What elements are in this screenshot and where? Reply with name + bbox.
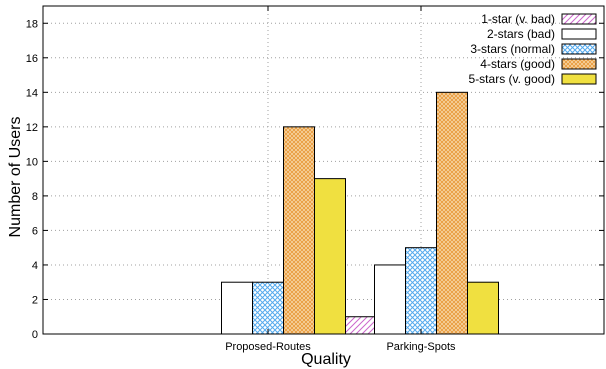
x-tick-label: Proposed-Routes: [225, 341, 311, 353]
legend-swatch: [561, 13, 597, 25]
bar: [343, 316, 375, 335]
bar: [467, 281, 499, 335]
bar: [374, 264, 406, 335]
legend-label: 2-stars (bad): [487, 27, 555, 41]
legend-swatch: [561, 58, 597, 70]
y-tick-label: 2: [32, 294, 38, 306]
bar: [283, 126, 315, 335]
y-tick-label: 0: [32, 329, 38, 341]
bar: [405, 247, 437, 335]
legend-label: 1-star (v. bad): [481, 12, 555, 26]
legend-label: 4-stars (good): [480, 57, 555, 71]
y-axis-label: Number of Users: [7, 117, 24, 238]
y-tick-label: 8: [32, 191, 38, 203]
bar: [252, 281, 284, 335]
plot-frame: [42, 5, 605, 335]
legend-label: 5-stars (v. good): [469, 72, 555, 86]
legend: 1-star (v. bad)2-stars (bad)3-stars (nor…: [469, 12, 597, 86]
y-tick-label: 14: [26, 87, 38, 99]
y-tick-label: 16: [26, 53, 38, 65]
legend-swatch: [561, 28, 597, 40]
y-tick-label: 10: [26, 156, 38, 168]
plot-area: 0 2 4 6 8 10 12 14 16 18 Proposed-Routes Parking-Sp…: [26, 5, 605, 353]
legend-swatch: [561, 43, 597, 55]
bar: [221, 281, 253, 335]
legend-swatch: [561, 73, 597, 85]
y-tick-label: 12: [26, 122, 38, 134]
y-tick-label: 4: [32, 260, 38, 272]
y-tick-label: 6: [32, 225, 38, 237]
bar: [314, 178, 346, 335]
y-tick-label: 18: [26, 18, 38, 30]
bar: [436, 91, 468, 335]
legend-label: 3-stars (normal): [470, 42, 555, 56]
x-axis-label: Quality: [301, 351, 351, 368]
x-tick-label: Parking-Spots: [386, 341, 456, 353]
